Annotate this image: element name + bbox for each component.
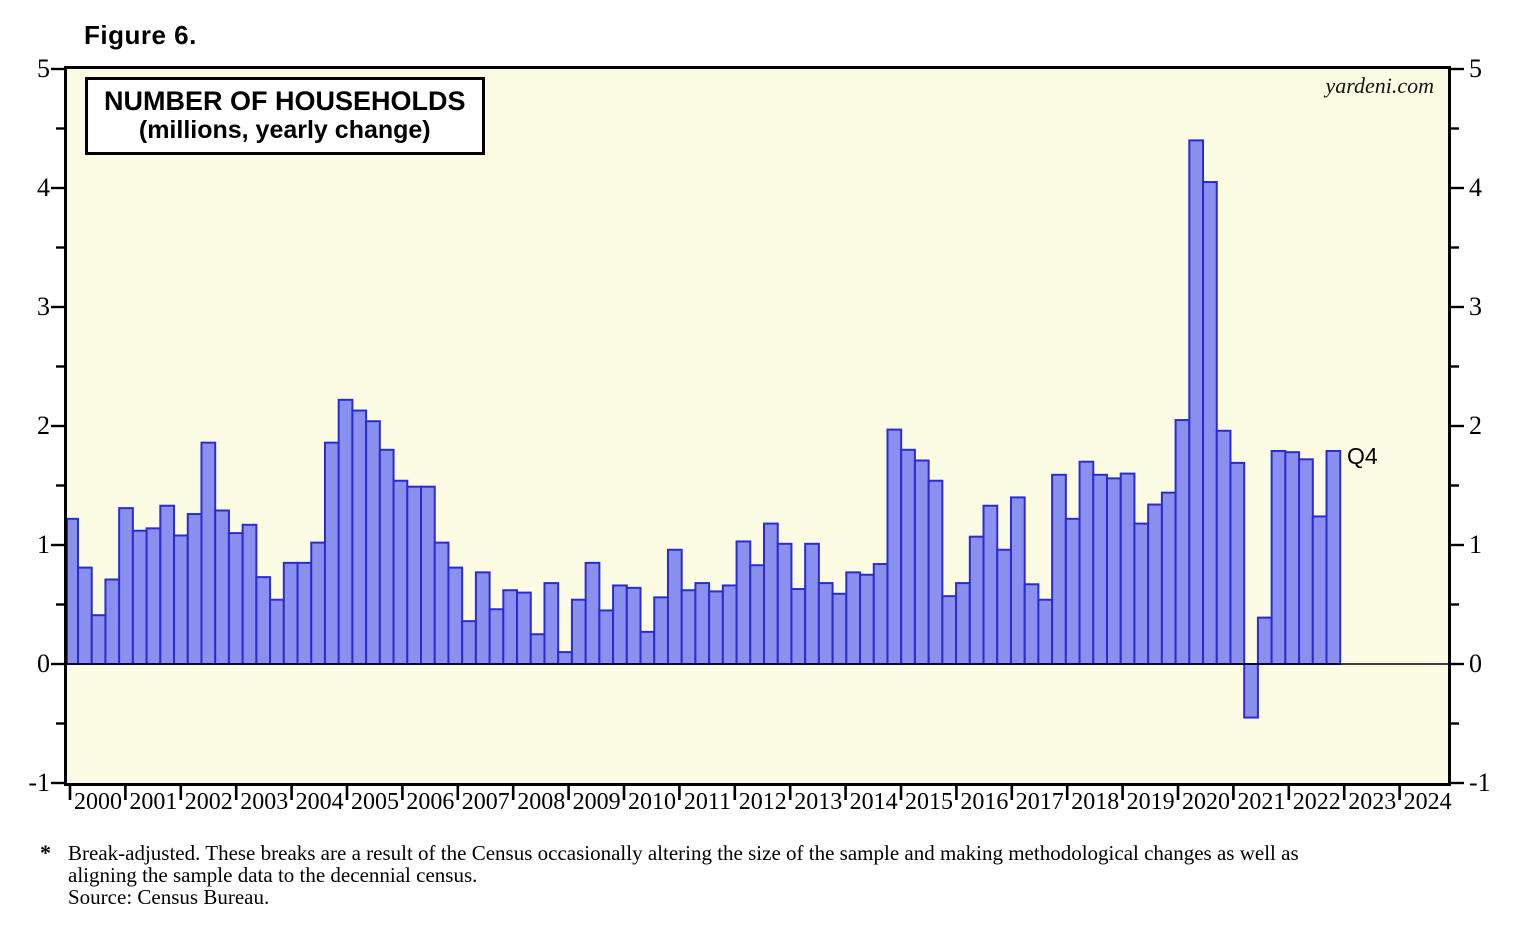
- y-axis-label-left: 1: [37, 530, 50, 559]
- x-axis-year-label: 2013: [794, 789, 843, 815]
- x-axis-year-label: 2002: [184, 789, 233, 815]
- x-axis-year-label: 2018: [1071, 789, 1120, 815]
- x-axis-year-label: 2015: [905, 789, 953, 815]
- x-axis-year-label: 2019: [1126, 789, 1175, 815]
- y-axis-label-right: 5: [1469, 54, 1482, 83]
- y-axis-label-left: 5: [37, 54, 50, 83]
- chart-title-line2: (millions, yearly change): [138, 116, 431, 145]
- y-axis-label-left: -1: [28, 768, 50, 797]
- footnote-line2: aligning the sample data to the decennia…: [68, 863, 478, 887]
- x-axis-year-label: 2021: [1237, 789, 1286, 815]
- plot-area: NUMBER OF HOUSEHOLDS (millions, yearly c…: [64, 66, 1451, 786]
- x-axis-year-label: 2008: [517, 789, 566, 815]
- x-axis-year-label: 2020: [1182, 789, 1230, 815]
- x-axis-year-label: 2006: [406, 789, 455, 815]
- y-axis-label-right: 1: [1469, 530, 1482, 559]
- x-axis-year-label: 2005: [351, 789, 399, 815]
- x-axis-year-label: 2017: [1015, 789, 1064, 815]
- y-axis-label-left: 4: [37, 173, 50, 202]
- x-axis-year-label: 2011: [683, 789, 731, 815]
- x-axis-year-label: 2004: [295, 789, 344, 815]
- y-axis-label-left: 2: [37, 411, 50, 440]
- yardeni-watermark: yardeni.com: [1325, 73, 1434, 98]
- footnote-line3: Source: Census Bureau.: [68, 885, 270, 909]
- x-axis-year-label: 2000: [74, 789, 122, 815]
- x-axis-year-label: 2023: [1348, 789, 1397, 815]
- figure-label: Figure 6.: [84, 20, 197, 50]
- y-axis-label-left: 3: [37, 292, 50, 321]
- y-axis-label-right: 3: [1469, 292, 1482, 321]
- y-axis-label-right: -1: [1469, 768, 1491, 797]
- bar-chart: [67, 139, 1448, 719]
- x-axis-year-label: 2001: [129, 789, 178, 815]
- footnote: * Break-adjusted. These breaks are a res…: [40, 840, 1460, 909]
- y-axis-label-right: 0: [1469, 649, 1482, 678]
- footnote-text: Break-adjusted. These breaks are a resul…: [68, 842, 1299, 908]
- x-axis-year-label: 2009: [572, 789, 621, 815]
- y-axis-label-left: 0: [37, 649, 50, 678]
- x-axis-year-label: 2012: [738, 789, 787, 815]
- x-axis-year-label: 2003: [240, 789, 289, 815]
- footnote-line1: Break-adjusted. These breaks are a resul…: [68, 841, 1299, 865]
- last-bar-quarter-annotation: Q4: [1347, 443, 1378, 469]
- x-axis-year-label: 2016: [960, 789, 1009, 815]
- chart-title-box: NUMBER OF HOUSEHOLDS (millions, yearly c…: [85, 77, 485, 156]
- footnote-asterisk: *: [40, 840, 51, 865]
- y-axis-label-right: 2: [1469, 411, 1482, 440]
- x-axis-year-label: 2024: [1403, 789, 1452, 815]
- x-axis-year-label: 2014: [849, 789, 898, 815]
- y-axis-label-right: 4: [1469, 173, 1482, 202]
- chart-title-line1: NUMBER OF HOUSEHOLDS: [104, 86, 466, 116]
- x-axis-year-label: 2010: [628, 789, 676, 815]
- x-axis-year-label: 2022: [1292, 789, 1341, 815]
- x-axis-year-label: 2007: [461, 789, 510, 815]
